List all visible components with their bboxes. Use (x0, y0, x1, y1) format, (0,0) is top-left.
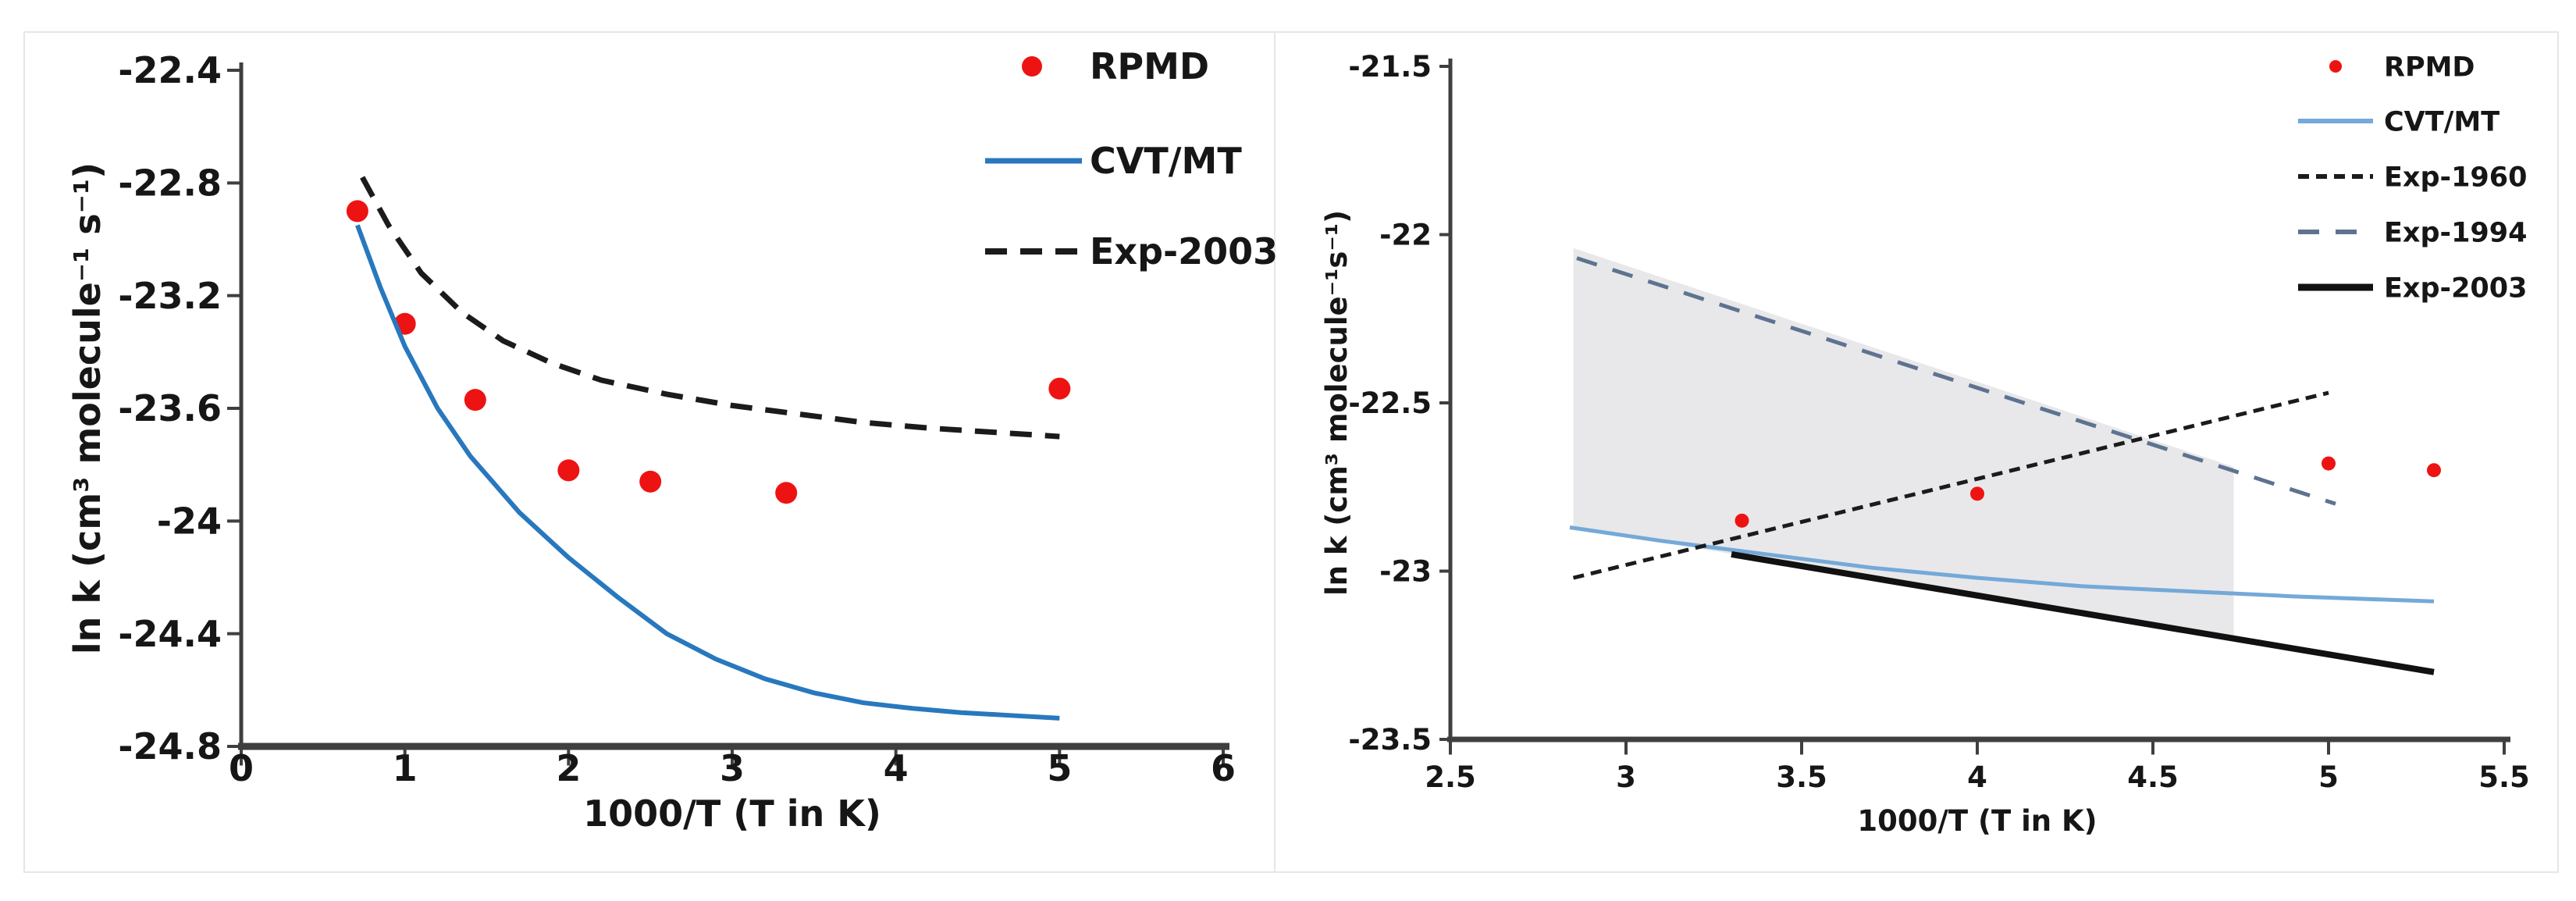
x-tick-label: 4 (884, 747, 909, 789)
y-tick-label: -21.5 (1348, 50, 1432, 84)
legend-label: Exp-2003 (1090, 230, 1278, 272)
x-tick-label: 2.5 (1425, 760, 1476, 794)
legend-label: RPMD (1090, 45, 1209, 87)
x-tick-label: 2 (556, 747, 581, 789)
series-line-cvt-mt (355, 224, 1060, 721)
data-point-rpmd (639, 470, 662, 493)
y-tick-label: -24.4 (118, 613, 222, 655)
series-line-cvt-mt (1569, 525, 2435, 604)
legend-label: CVT/MT (1090, 140, 1242, 182)
x-tick-label: 3 (720, 747, 745, 789)
legend-label: Exp-2003 (2384, 272, 2527, 304)
legend-label: Exp-1960 (2384, 162, 2527, 193)
y-tick-label: -23.5 (1348, 723, 1432, 757)
x-axis-title: 1000/T (T in K) (1857, 804, 2097, 838)
y-tick-label: -22 (1379, 218, 1432, 251)
y-tick-label: -24.8 (118, 725, 222, 767)
data-point-rpmd (2322, 456, 2336, 471)
legend-marker-rpmd (1022, 56, 1042, 77)
data-point-rpmd (1970, 486, 1984, 501)
x-tick-label: 3 (1616, 760, 1636, 794)
legend-label: CVT/MT (2384, 106, 2500, 137)
y-tick-label: -22.5 (1348, 386, 1432, 420)
y-tick-label: -23.6 (118, 387, 222, 429)
legend-label: RPMD (2384, 52, 2475, 83)
data-point-rpmd (775, 482, 798, 504)
x-tick-label: 6 (1211, 747, 1236, 789)
x-tick-label: 1 (393, 747, 418, 789)
x-tick-label: 3.5 (1776, 760, 1827, 794)
x-tick-label: 5 (1047, 747, 1072, 789)
series-line-exp-1960 (1572, 390, 2329, 580)
data-point-rpmd (1048, 377, 1071, 400)
data-point-rpmd (557, 459, 580, 482)
uncertainty-band (1573, 248, 2234, 639)
y-tick-label: -22.8 (118, 162, 222, 204)
y-tick-label: -23.2 (118, 275, 222, 317)
series-line-exp-1994 (1576, 256, 2336, 506)
y-axis-title: ln k (cm³ molecule⁻¹s⁻¹) (1320, 210, 1354, 596)
x-tick-label: 4.5 (2127, 760, 2179, 794)
legend-marker-rpmd (2329, 60, 2342, 73)
data-point-rpmd (464, 389, 486, 411)
data-point-rpmd (346, 200, 368, 223)
y-axis-title: ln k (cm³ molecule⁻¹ s⁻¹) (66, 162, 109, 654)
x-tick-label: 4 (1967, 760, 1987, 794)
y-tick-label: -22.4 (118, 49, 222, 91)
x-tick-label: 0 (229, 747, 254, 789)
y-tick-label: -23 (1379, 554, 1432, 588)
series-line-exp-2003 (1731, 551, 2435, 675)
x-tick-label: 5 (2318, 760, 2339, 794)
series-line-exp-2003 (360, 176, 1060, 440)
data-point-rpmd (1735, 513, 1749, 528)
data-point-rpmd (2427, 463, 2441, 478)
x-axis-title: 1000/T (T in K) (583, 792, 881, 835)
y-tick-label: -24 (157, 500, 222, 542)
legend-label: Exp-1994 (2384, 217, 2527, 248)
left-figure-box (23, 31, 1276, 873)
x-tick-label: 5.5 (2478, 760, 2530, 794)
